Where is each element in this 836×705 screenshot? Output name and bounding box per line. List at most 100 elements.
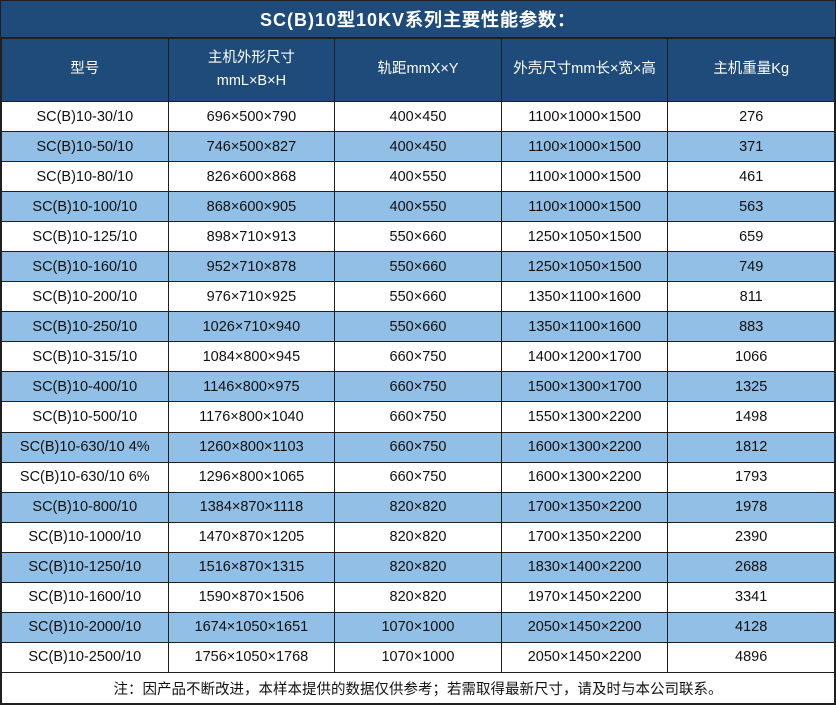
cell-shell-dimensions: 1400×1200×1700 bbox=[500, 341, 669, 373]
cell-shell-dimensions: 1500×1300×1700 bbox=[500, 371, 669, 403]
cell-main-dimensions: 952×710×878 bbox=[167, 251, 336, 283]
cell-main-dimensions: 1674×1050×1651 bbox=[167, 611, 336, 643]
table-body: SC(B)10-30/10 696×500×790 400×450 1100×1… bbox=[1, 100, 835, 674]
cell-main-dimensions: 746×500×827 bbox=[167, 131, 336, 163]
spec-table: 型号 主机外形尺寸 mmL×B×H 轨距mmX×Y 外壳尺寸mm长×宽×高 主机… bbox=[1, 38, 835, 704]
table-header: 型号 主机外形尺寸 mmL×B×H 轨距mmX×Y 外壳尺寸mm长×宽×高 主机… bbox=[1, 38, 835, 102]
table-row: SC(B)10-630/10 6% 1296×800×1065 660×750 … bbox=[1, 461, 835, 493]
cell-shell-dimensions: 1350×1100×1600 bbox=[500, 311, 669, 343]
cell-weight: 3341 bbox=[667, 581, 835, 613]
cell-shell-dimensions: 1700×1350×2200 bbox=[500, 521, 669, 553]
cell-model: SC(B)10-630/10 6% bbox=[1, 461, 169, 493]
table-row: SC(B)10-125/10 898×710×913 550×660 1250×… bbox=[1, 221, 835, 253]
table-row: SC(B)10-250/10 1026×710×940 550×660 1350… bbox=[1, 311, 835, 343]
cell-shell-dimensions: 1600×1300×2200 bbox=[500, 431, 669, 463]
cell-main-dimensions: 898×710×913 bbox=[167, 221, 336, 253]
cell-model: SC(B)10-30/10 bbox=[1, 100, 169, 133]
cell-shell-dimensions: 1700×1350×2200 bbox=[500, 491, 669, 523]
cell-rail-gauge: 660×750 bbox=[334, 431, 502, 463]
table-row: SC(B)10-80/10 826×600×868 400×550 1100×1… bbox=[1, 161, 835, 193]
cell-model: SC(B)10-100/10 bbox=[1, 191, 169, 223]
table-row: SC(B)10-2000/10 1674×1050×1651 1070×1000… bbox=[1, 611, 835, 643]
table-row: SC(B)10-1250/10 1516×870×1315 820×820 18… bbox=[1, 551, 835, 583]
cell-weight: 883 bbox=[667, 311, 835, 343]
cell-shell-dimensions: 1100×1000×1500 bbox=[500, 161, 669, 193]
cell-main-dimensions: 1084×800×945 bbox=[167, 341, 336, 373]
cell-rail-gauge: 550×660 bbox=[334, 221, 502, 253]
cell-rail-gauge: 820×820 bbox=[334, 491, 502, 523]
cell-rail-gauge: 550×660 bbox=[334, 251, 502, 283]
table-row: SC(B)10-1000/10 1470×870×1205 820×820 17… bbox=[1, 521, 835, 553]
cell-shell-dimensions: 1550×1300×2200 bbox=[500, 401, 669, 433]
table-row: SC(B)10-100/10 868×600×905 400×550 1100×… bbox=[1, 191, 835, 223]
cell-shell-dimensions: 1100×1000×1500 bbox=[500, 100, 669, 133]
cell-weight: 4128 bbox=[667, 611, 835, 643]
cell-main-dimensions: 1384×870×1118 bbox=[167, 491, 336, 523]
cell-shell-dimensions: 1250×1050×1500 bbox=[500, 251, 669, 283]
table-row: SC(B)10-800/10 1384×870×1118 820×820 170… bbox=[1, 491, 835, 523]
cell-weight: 749 bbox=[667, 251, 835, 283]
cell-weight: 1812 bbox=[667, 431, 835, 463]
table-row: SC(B)10-1600/10 1590×870×1506 820×820 19… bbox=[1, 581, 835, 613]
cell-rail-gauge: 820×820 bbox=[334, 521, 502, 553]
cell-model: SC(B)10-1250/10 bbox=[1, 551, 169, 583]
note-row: 注：因产品不断改进，本样本提供的数据仅供参考；若需取得最新尺寸，请及时与本公司联… bbox=[1, 672, 835, 704]
cell-model: SC(B)10-200/10 bbox=[1, 281, 169, 313]
cell-weight: 371 bbox=[667, 131, 835, 163]
cell-main-dimensions: 1590×870×1506 bbox=[167, 581, 336, 613]
page-title: SC(B)10型10KV系列主要性能参数： bbox=[1, 1, 835, 38]
cell-model: SC(B)10-800/10 bbox=[1, 491, 169, 523]
header-row: 型号 主机外形尺寸 mmL×B×H 轨距mmX×Y 外壳尺寸mm长×宽×高 主机… bbox=[1, 38, 835, 102]
cell-weight: 1066 bbox=[667, 341, 835, 373]
table-row: SC(B)10-400/10 1146×800×975 660×750 1500… bbox=[1, 371, 835, 403]
cell-rail-gauge: 550×660 bbox=[334, 311, 502, 343]
cell-model: SC(B)10-160/10 bbox=[1, 251, 169, 283]
cell-shell-dimensions: 1600×1300×2200 bbox=[500, 461, 669, 493]
table-row: SC(B)10-630/10 4% 1260×800×1103 660×750 … bbox=[1, 431, 835, 463]
column-header-weight: 主机重量Kg bbox=[667, 38, 835, 102]
cell-rail-gauge: 550×660 bbox=[334, 281, 502, 313]
table-row: SC(B)10-50/10 746×500×827 400×450 1100×1… bbox=[1, 131, 835, 163]
cell-weight: 1793 bbox=[667, 461, 835, 493]
cell-rail-gauge: 660×750 bbox=[334, 341, 502, 373]
cell-shell-dimensions: 2050×1450×2200 bbox=[500, 611, 669, 643]
cell-weight: 461 bbox=[667, 161, 835, 193]
cell-rail-gauge: 400×450 bbox=[334, 100, 502, 133]
cell-main-dimensions: 1026×710×940 bbox=[167, 311, 336, 343]
table-row: SC(B)10-160/10 952×710×878 550×660 1250×… bbox=[1, 251, 835, 283]
cell-model: SC(B)10-315/10 bbox=[1, 341, 169, 373]
cell-weight: 1498 bbox=[667, 401, 835, 433]
cell-model: SC(B)10-400/10 bbox=[1, 371, 169, 403]
table-row: SC(B)10-200/10 976×710×925 550×660 1350×… bbox=[1, 281, 835, 313]
cell-model: SC(B)10-1000/10 bbox=[1, 521, 169, 553]
cell-main-dimensions: 1146×800×975 bbox=[167, 371, 336, 403]
cell-main-dimensions: 1756×1050×1768 bbox=[167, 641, 336, 674]
cell-model: SC(B)10-2000/10 bbox=[1, 611, 169, 643]
table-footer: 注：因产品不断改进，本样本提供的数据仅供参考；若需取得最新尺寸，请及时与本公司联… bbox=[1, 672, 835, 704]
cell-model: SC(B)10-250/10 bbox=[1, 311, 169, 343]
cell-weight: 1978 bbox=[667, 491, 835, 523]
cell-weight: 276 bbox=[667, 100, 835, 133]
cell-weight: 2688 bbox=[667, 551, 835, 583]
cell-main-dimensions: 976×710×925 bbox=[167, 281, 336, 313]
table-row: SC(B)10-30/10 696×500×790 400×450 1100×1… bbox=[1, 100, 835, 133]
cell-shell-dimensions: 1970×1450×2200 bbox=[500, 581, 669, 613]
cell-shell-dimensions: 1100×1000×1500 bbox=[500, 131, 669, 163]
column-header-main-dimensions: 主机外形尺寸 mmL×B×H bbox=[167, 38, 336, 102]
cell-model: SC(B)10-2500/10 bbox=[1, 641, 169, 674]
cell-rail-gauge: 820×820 bbox=[334, 581, 502, 613]
column-header-shell-dimensions: 外壳尺寸mm长×宽×高 bbox=[500, 38, 669, 102]
cell-shell-dimensions: 1250×1050×1500 bbox=[500, 221, 669, 253]
cell-rail-gauge: 660×750 bbox=[334, 461, 502, 493]
cell-rail-gauge: 400×550 bbox=[334, 191, 502, 223]
cell-rail-gauge: 660×750 bbox=[334, 371, 502, 403]
table-row: SC(B)10-500/10 1176×800×1040 660×750 155… bbox=[1, 401, 835, 433]
cell-weight: 4896 bbox=[667, 641, 835, 674]
cell-model: SC(B)10-80/10 bbox=[1, 161, 169, 193]
cell-main-dimensions: 1296×800×1065 bbox=[167, 461, 336, 493]
cell-weight: 659 bbox=[667, 221, 835, 253]
table-row: SC(B)10-315/10 1084×800×945 660×750 1400… bbox=[1, 341, 835, 373]
cell-model: SC(B)10-125/10 bbox=[1, 221, 169, 253]
cell-rail-gauge: 820×820 bbox=[334, 551, 502, 583]
